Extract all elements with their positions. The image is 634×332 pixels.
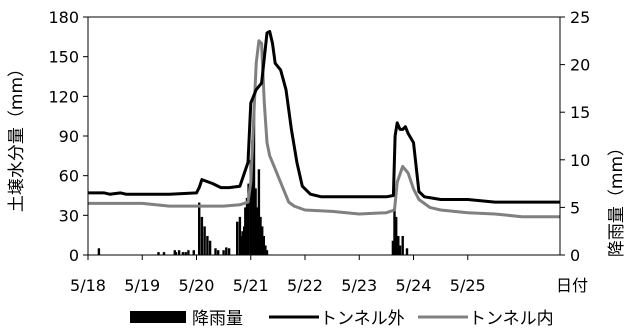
right-tick-label: 15 (570, 103, 590, 122)
rain-bar (200, 216, 204, 255)
x-tick-label: 5/23 (341, 276, 377, 295)
legend-label-inside: トンネル内 (469, 309, 554, 329)
rain-bar (245, 197, 249, 255)
left-tick-label: 60 (59, 167, 79, 186)
rain-bar (157, 252, 160, 255)
rain-bar (208, 240, 212, 255)
rain-bar (177, 250, 181, 255)
left-tick-label: 90 (59, 127, 79, 146)
rain-bar (249, 159, 252, 255)
left-tick-label: 30 (59, 206, 79, 225)
rain-bar (198, 202, 201, 255)
x-tick-label: 5/21 (233, 276, 269, 295)
x-tick-label: 5/20 (179, 276, 215, 295)
rain-bar (393, 207, 396, 255)
x-axis-label: 日付 (556, 276, 588, 295)
rain-bar (225, 247, 228, 255)
rain-bar (238, 216, 242, 255)
right-tick-label: 25 (570, 8, 590, 27)
series-lines (88, 30, 560, 219)
rain-bar (264, 245, 267, 255)
rain-bar (398, 245, 402, 255)
rain-bar (97, 248, 101, 255)
x-tick-label: 5/22 (287, 276, 323, 295)
left-tick-label: 150 (48, 48, 79, 67)
plot-area-frame (87, 16, 561, 256)
right-axis-ticks: 0 5 10 15 20 25 (560, 8, 590, 265)
rain-bar (247, 183, 250, 255)
axes (87, 16, 561, 256)
rain-bar (222, 250, 225, 255)
x-tick-label: 5/18 (70, 276, 106, 295)
legend-label-outside: トンネル外 (320, 309, 405, 329)
rain-bar (397, 236, 400, 255)
rain-bar (265, 250, 269, 255)
rain-bar (187, 250, 190, 255)
rain-bar (206, 236, 209, 255)
right-tick-label: 10 (570, 151, 590, 170)
rain-bar (256, 207, 259, 255)
rain-bar (227, 248, 231, 255)
rain-bar (162, 252, 166, 255)
legend-label-rainfall: 降雨量 (192, 309, 243, 329)
rain-bar (236, 221, 239, 255)
legend: 降雨量 トンネル外 トンネル内 (130, 309, 554, 329)
right-tick-label: 20 (570, 56, 590, 75)
x-tick-label: 5/25 (450, 276, 486, 295)
rain-bar (254, 188, 257, 255)
left-tick-label: 120 (48, 87, 79, 106)
right-tick-label: 0 (570, 246, 580, 265)
rain-bar (174, 252, 178, 255)
left-tick-label: 180 (48, 8, 79, 27)
rain-bar (395, 216, 398, 255)
legend-swatch-rainfall (130, 311, 186, 323)
rain-bar (192, 250, 195, 255)
rain-bar (262, 236, 265, 255)
rain-bar (184, 252, 187, 255)
rainfall-bars (97, 107, 409, 256)
series-line-outside (88, 30, 560, 204)
right-axis-title: 降雨量（mm） (607, 139, 627, 257)
series-line-inside (88, 39, 560, 219)
left-tick-label: 0 (69, 246, 79, 265)
left-axis-title: 土壌水分量（mm） (7, 60, 27, 212)
rain-bar (405, 248, 409, 255)
rain-bar (217, 250, 220, 255)
rain-bar (261, 226, 264, 255)
rain-bar (241, 231, 244, 255)
rain-bar (391, 240, 395, 255)
rain-bar (252, 107, 256, 256)
rain-bar (257, 169, 261, 255)
rain-bar (239, 236, 243, 255)
x-axis-ticks: 5/18 5/19 5/20 5/21 5/22 5/23 5/24 5/25 (70, 255, 486, 295)
rain-bar (181, 252, 185, 255)
rain-bar (244, 207, 247, 255)
rain-bar (214, 248, 217, 255)
rain-bar (203, 226, 206, 255)
rain-bar (259, 216, 262, 255)
left-axis-ticks: 0 30 60 90 120 150 180 (48, 8, 88, 265)
right-tick-label: 5 (570, 198, 580, 217)
rain-bar (401, 236, 404, 255)
x-tick-label: 5/24 (396, 276, 432, 295)
x-tick-label: 5/19 (124, 276, 160, 295)
rain-bar (251, 140, 254, 255)
